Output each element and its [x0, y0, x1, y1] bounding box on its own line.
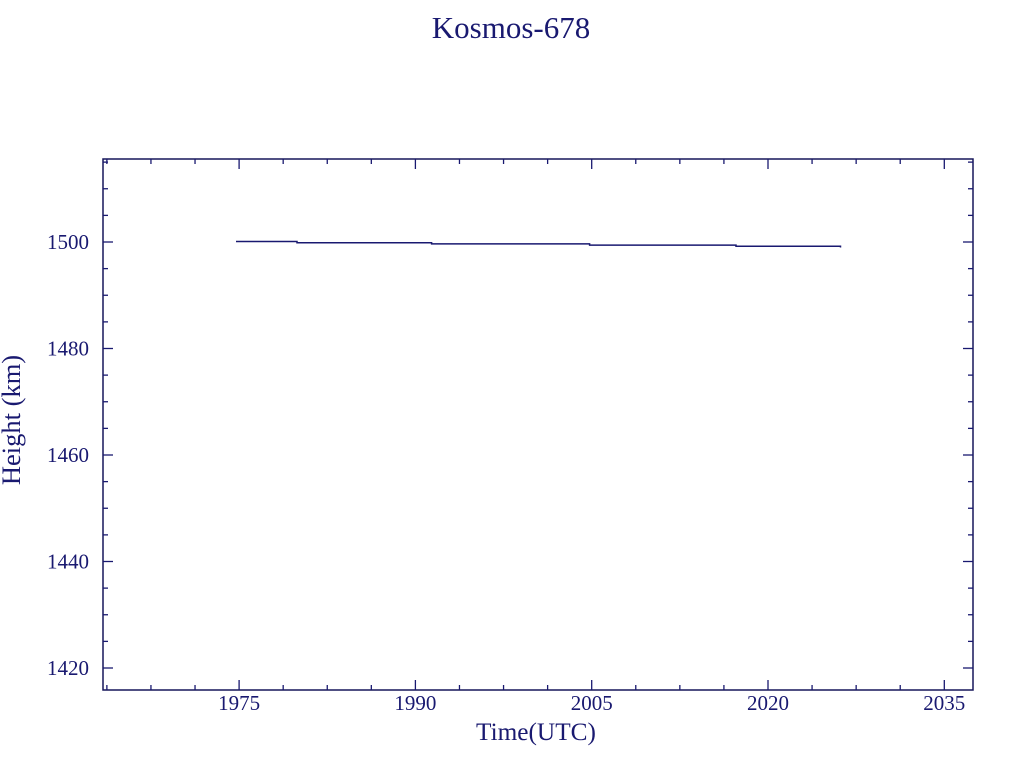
svg-text:Kosmos-678: Kosmos-678 — [432, 10, 590, 45]
svg-text:1420: 1420 — [47, 656, 89, 680]
svg-text:Time(UTC): Time(UTC) — [476, 718, 596, 746]
svg-text:1990: 1990 — [394, 691, 436, 715]
svg-text:2005: 2005 — [571, 691, 613, 715]
svg-text:2020: 2020 — [747, 691, 789, 715]
svg-text:2035: 2035 — [923, 691, 965, 715]
svg-text:1500: 1500 — [47, 230, 89, 254]
svg-text:1460: 1460 — [47, 443, 89, 467]
svg-text:1975: 1975 — [218, 691, 260, 715]
svg-text:1440: 1440 — [47, 550, 89, 574]
svg-text:1480: 1480 — [47, 337, 89, 361]
svg-text:Height (km): Height (km) — [0, 355, 26, 485]
